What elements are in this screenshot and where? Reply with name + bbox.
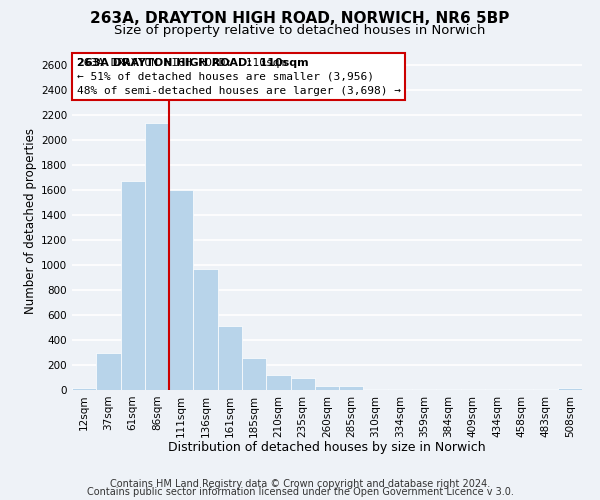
Bar — [145, 122, 169, 390]
Bar — [169, 190, 193, 390]
Bar — [121, 181, 145, 390]
Bar — [218, 326, 242, 390]
Text: 263A, DRAYTON HIGH ROAD, NORWICH, NR6 5BP: 263A, DRAYTON HIGH ROAD, NORWICH, NR6 5B… — [91, 11, 509, 26]
Bar — [558, 388, 582, 390]
Bar — [242, 358, 266, 390]
X-axis label: Distribution of detached houses by size in Norwich: Distribution of detached houses by size … — [168, 441, 486, 454]
Bar — [315, 386, 339, 390]
Bar — [72, 388, 96, 390]
Bar — [290, 378, 315, 390]
Bar — [96, 352, 121, 390]
Text: 263A DRAYTON HIGH ROAD:  110sqm: 263A DRAYTON HIGH ROAD: 110sqm — [77, 58, 308, 68]
Y-axis label: Number of detached properties: Number of detached properties — [24, 128, 37, 314]
Bar — [339, 386, 364, 390]
Text: 263A DRAYTON HIGH ROAD:  110sqm
← 51% of detached houses are smaller (3,956)
48%: 263A DRAYTON HIGH ROAD: 110sqm ← 51% of … — [77, 58, 401, 96]
Text: Size of property relative to detached houses in Norwich: Size of property relative to detached ho… — [115, 24, 485, 37]
Bar — [193, 269, 218, 390]
Bar — [266, 375, 290, 390]
Text: Contains HM Land Registry data © Crown copyright and database right 2024.: Contains HM Land Registry data © Crown c… — [110, 479, 490, 489]
Text: Contains public sector information licensed under the Open Government Licence v : Contains public sector information licen… — [86, 487, 514, 497]
